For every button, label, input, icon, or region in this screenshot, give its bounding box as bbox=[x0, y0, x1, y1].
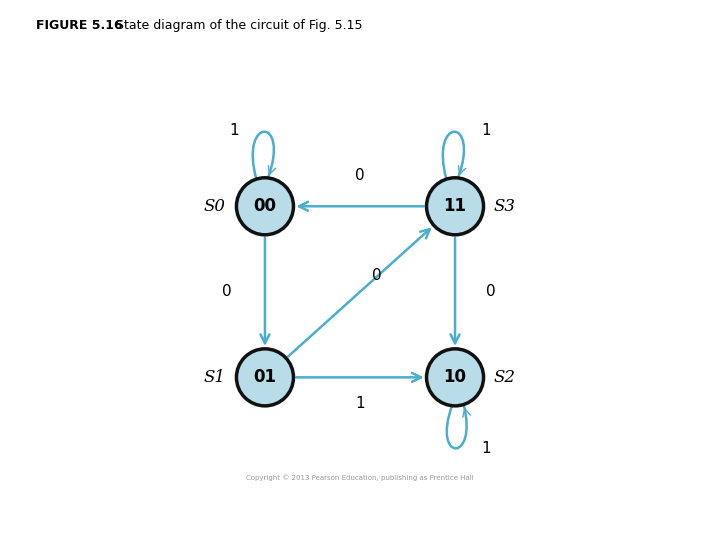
Text: 1: 1 bbox=[481, 123, 491, 138]
Text: PEARSON: PEARSON bbox=[596, 505, 720, 526]
Text: 0: 0 bbox=[486, 285, 495, 299]
Text: 01: 01 bbox=[253, 368, 276, 386]
Text: S3: S3 bbox=[494, 198, 516, 215]
Circle shape bbox=[426, 349, 484, 406]
Circle shape bbox=[426, 178, 484, 235]
Circle shape bbox=[236, 178, 294, 235]
Text: 0: 0 bbox=[372, 268, 382, 282]
Text: 1: 1 bbox=[355, 396, 365, 411]
Text: Digital Design: With an Introduction to the Verilog HDL, 5e: Digital Design: With an Introduction to … bbox=[122, 502, 346, 511]
Text: All rights reserved.: All rights reserved. bbox=[432, 519, 505, 529]
Text: S0: S0 bbox=[204, 198, 226, 215]
Text: FIGURE 5.16: FIGURE 5.16 bbox=[36, 19, 122, 32]
Text: Copyright © 2013 by Pearson Education, Inc.: Copyright © 2013 by Pearson Education, I… bbox=[432, 502, 605, 511]
Text: 10: 10 bbox=[444, 368, 467, 386]
Text: 0: 0 bbox=[355, 168, 365, 183]
Text: S2: S2 bbox=[494, 369, 516, 386]
Text: 00: 00 bbox=[253, 197, 276, 215]
Text: 0: 0 bbox=[222, 285, 232, 299]
Text: S1: S1 bbox=[204, 369, 226, 386]
Text: Copyright © 2013 Pearson Education, publishing as Prentice Hall: Copyright © 2013 Pearson Education, publ… bbox=[246, 475, 474, 481]
Text: ALWAYS LEARNING: ALWAYS LEARNING bbox=[18, 511, 113, 520]
Text: M. Morris Mano ■ Michael D. Ciletti: M. Morris Mano ■ Michael D. Ciletti bbox=[122, 519, 258, 529]
Text: 1: 1 bbox=[229, 123, 239, 138]
Text: State diagram of the circuit of Fig. 5.15: State diagram of the circuit of Fig. 5.1… bbox=[104, 19, 363, 32]
Text: 1: 1 bbox=[481, 441, 491, 456]
Circle shape bbox=[236, 349, 294, 406]
Text: 11: 11 bbox=[444, 197, 467, 215]
